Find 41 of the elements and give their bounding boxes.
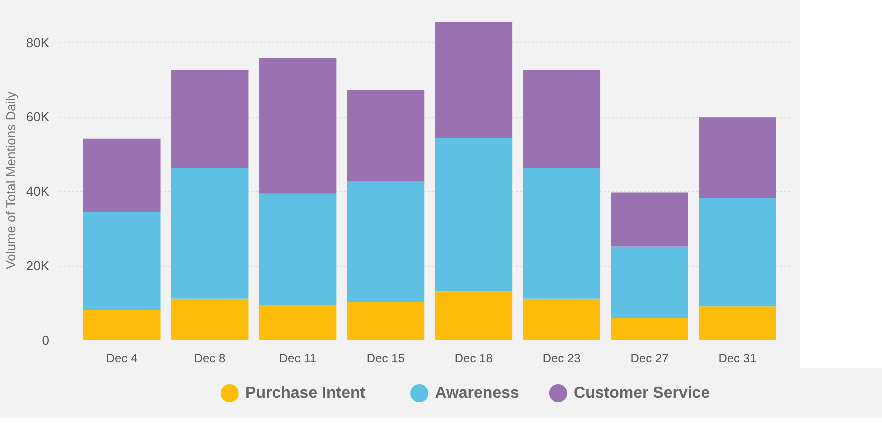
bar	[435, 292, 513, 340]
x-tick-label: Dec 11	[279, 352, 317, 366]
x-tick-label: Dec 23	[542, 352, 582, 366]
legend-label: Purchase Intent	[246, 385, 366, 402]
y-tick-label: 0	[42, 333, 50, 348]
bar	[435, 138, 513, 292]
bar	[611, 192, 688, 247]
legend-label: Customer Service	[574, 385, 710, 402]
bar	[83, 138, 161, 212]
bar	[347, 90, 425, 182]
y-tick-label: 60K	[26, 110, 50, 125]
bar	[611, 246, 688, 319]
bar	[259, 58, 337, 194]
bar	[171, 70, 249, 168]
bar	[259, 194, 337, 306]
y-tick-label: 20K	[26, 258, 50, 274]
bar	[259, 305, 337, 340]
y-axis-title: Volume of Total Mentions Daily	[3, 91, 18, 270]
x-tick-label: Dec 15	[366, 352, 406, 366]
x-tick-label: Dec 8	[194, 352, 226, 366]
bar	[523, 70, 601, 168]
bar	[611, 318, 688, 340]
bar	[699, 118, 776, 198]
y-tick-label: 40K	[26, 184, 50, 200]
legend-label: Awareness	[435, 385, 520, 402]
bar	[523, 298, 601, 340]
bar	[83, 310, 161, 340]
x-tick-label: Dec 18	[454, 352, 494, 366]
x-tick-label: Dec 27	[630, 352, 670, 366]
bar	[699, 306, 776, 340]
y-tick-label: 80K	[26, 35, 50, 50]
bar	[171, 168, 249, 299]
bar	[347, 181, 425, 303]
bar	[171, 298, 249, 340]
x-tick-label: Dec 4	[106, 352, 138, 366]
bar	[347, 302, 425, 340]
bar	[83, 212, 161, 310]
bar	[523, 168, 601, 299]
x-tick-label: Dec 31	[718, 352, 758, 366]
bar	[699, 198, 776, 307]
bar	[435, 22, 513, 138]
